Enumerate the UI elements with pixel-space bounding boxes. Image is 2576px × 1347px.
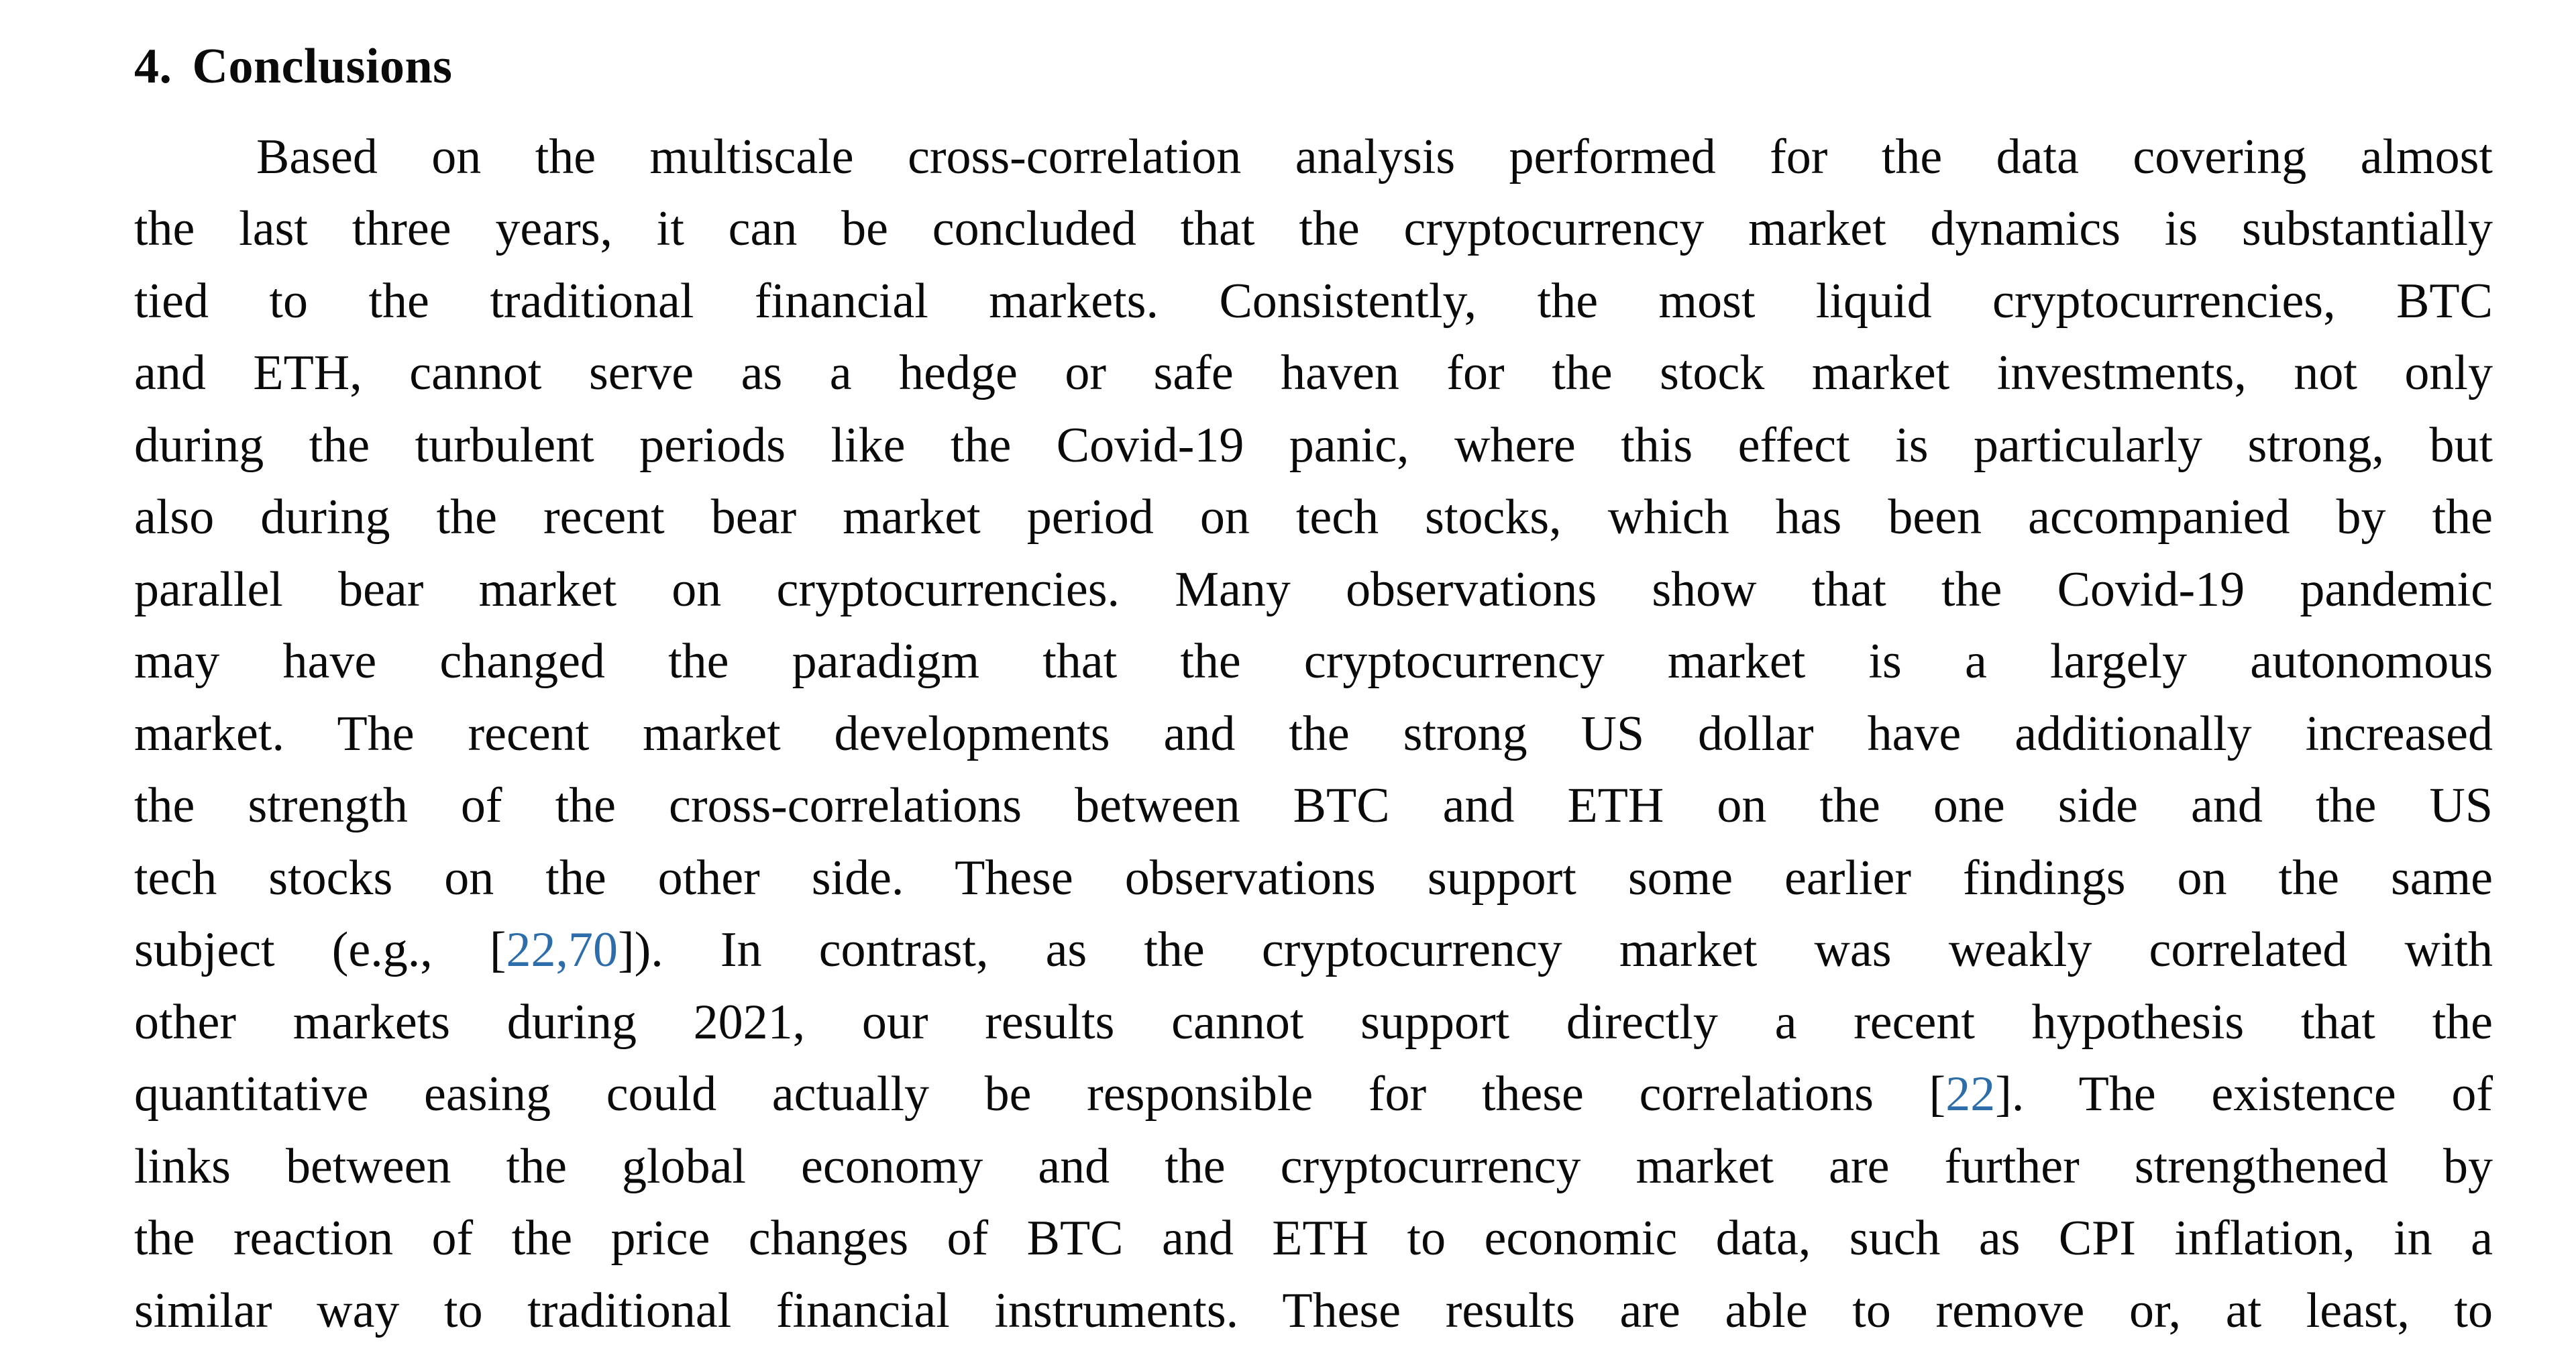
paragraph-line: quantitative easing could actually be re…	[134, 1059, 2493, 1131]
paragraph-line: tied to the traditional financial market…	[134, 266, 2493, 338]
paragraph-line: also during the recent bear market perio…	[134, 482, 2493, 554]
text-segment: the last three years, it can be conclude…	[134, 201, 2493, 256]
text-segment: and ETH, cannot serve as a hedge or safe…	[134, 345, 2493, 400]
text-segment: the reaction of the price changes of BTC…	[134, 1211, 2493, 1266]
paragraph-line: may have changed the paradigm that the c…	[134, 626, 2493, 698]
paragraph-line: the strength of the cross-correlations b…	[134, 770, 2493, 843]
text-segment: links between the global economy and the…	[134, 1139, 2493, 1194]
section-heading: 4. Conclusions	[134, 31, 2493, 103]
text-segment: quantitative easing could actually be re…	[134, 1067, 1945, 1122]
text-segment: market. The recent market developments a…	[134, 706, 2493, 761]
citation-link[interactable]: 22	[1945, 1067, 1995, 1122]
text-segment: during the turbulent periods like the Co…	[134, 418, 2493, 473]
text-segment: ]. The existence of	[1995, 1067, 2493, 1122]
conclusions-section: 4. Conclusions Based on the multiscale cr…	[134, 31, 2493, 1347]
paragraph-line: during the turbulent periods like the Co…	[134, 410, 2493, 482]
paragraph-line: parallel bear market on cryptocurrencies…	[134, 554, 2493, 627]
section-number: 4.	[134, 39, 172, 94]
paragraph-line: the reaction of the price changes of BTC…	[134, 1203, 2493, 1275]
text-segment: parallel bear market on cryptocurrencies…	[134, 562, 2493, 617]
text-segment: other markets during 2021, our results c…	[134, 995, 2493, 1050]
paragraph-line: the last three years, it can be conclude…	[134, 193, 2493, 266]
paragraph-line: market. The recent market developments a…	[134, 698, 2493, 771]
paragraph-line: links between the global economy and the…	[134, 1131, 2493, 1203]
text-segment: subject (e.g., [	[134, 922, 506, 977]
text-segment: tied to the traditional financial market…	[134, 274, 2493, 329]
text-segment: may have changed the paradigm that the c…	[134, 634, 2493, 689]
text-segment: also during the recent bear market perio…	[134, 490, 2493, 545]
paragraph-line: similar way to traditional financial ins…	[134, 1275, 2493, 1347]
paragraph-line: tech stocks on the other side. These obs…	[134, 843, 2493, 915]
text-segment: similar way to traditional financial ins…	[134, 1283, 2493, 1338]
section-title: Conclusions	[193, 39, 453, 94]
text-segment: Based on the multiscale cross-correlatio…	[256, 129, 2493, 184]
paragraph-line: other markets during 2021, our results c…	[134, 987, 2493, 1059]
text-segment: the strength of the cross-correlations b…	[134, 778, 2493, 833]
text-segment: ]). In contrast, as the cryptocurrency m…	[618, 922, 2493, 977]
paragraph-line: and ETH, cannot serve as a hedge or safe…	[134, 337, 2493, 410]
conclusions-paragraph: Based on the multiscale cross-correlatio…	[134, 121, 2493, 1347]
paragraph-line: Based on the multiscale cross-correlatio…	[134, 121, 2493, 194]
text-segment: tech stocks on the other side. These obs…	[134, 851, 2493, 906]
paragraph-line: subject (e.g., [22,70]). In contrast, as…	[134, 914, 2493, 987]
citation-link[interactable]: 22,70	[506, 922, 619, 977]
